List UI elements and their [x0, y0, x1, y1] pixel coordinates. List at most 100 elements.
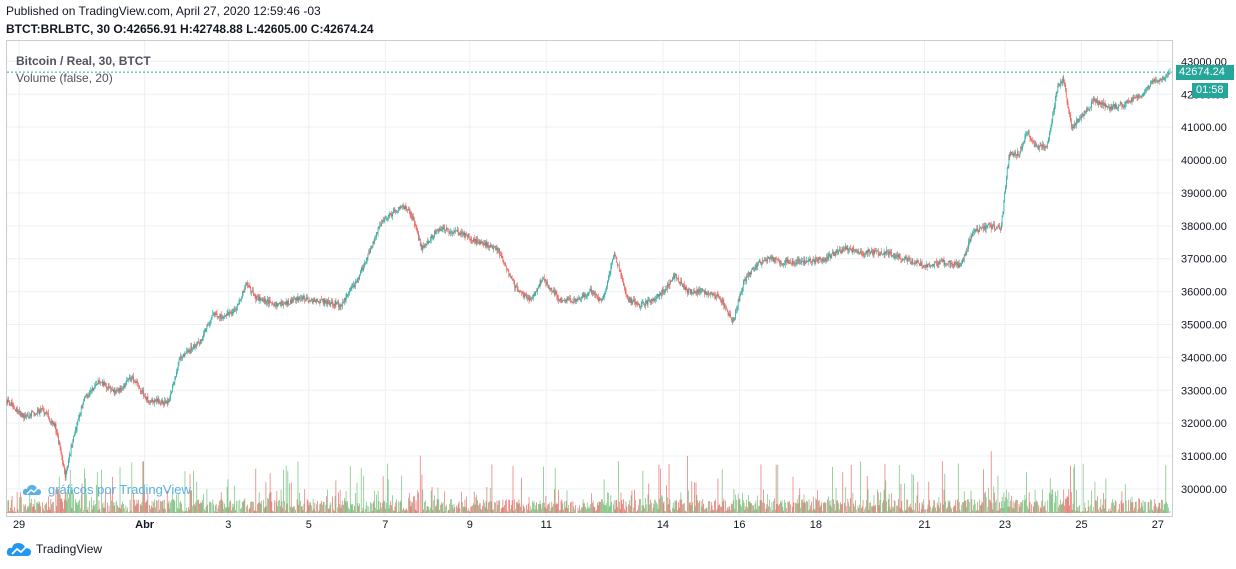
candle-body — [10, 402, 12, 406]
volume-bar — [415, 500, 417, 513]
volume-bar — [581, 507, 583, 513]
volume-bar — [147, 493, 149, 513]
volume-bar — [720, 506, 721, 513]
volume-bar — [102, 507, 104, 513]
volume-bar — [109, 511, 111, 513]
volume-bar — [1154, 499, 1156, 513]
candle-body — [1002, 211, 1004, 216]
volume-bar — [369, 511, 370, 513]
candle-body — [868, 249, 870, 252]
candle-body — [99, 380, 101, 383]
candle-body — [1098, 101, 1100, 105]
volume-bar — [558, 489, 559, 513]
candle-body — [247, 282, 248, 285]
volume-bar — [893, 507, 894, 513]
candle-body — [80, 414, 81, 416]
volume-bar — [440, 502, 442, 513]
volume-bar — [573, 506, 575, 513]
volume-bar — [509, 500, 510, 513]
candle-body — [316, 298, 317, 303]
candle-body — [754, 267, 756, 269]
legend-title[interactable]: Bitcoin / Real, 30, BTCT — [16, 54, 151, 68]
volume-bar — [898, 465, 900, 513]
candle-body — [849, 248, 850, 250]
candle-body — [131, 378, 133, 381]
volume-bar — [541, 508, 543, 513]
candle-body — [1142, 94, 1144, 97]
volume-bar — [206, 489, 208, 513]
candle-body — [527, 297, 528, 299]
y-tick-label: 33000.00 — [1181, 385, 1227, 397]
candle-body — [1116, 108, 1118, 109]
candle-body — [1107, 106, 1108, 108]
volume-bar — [409, 500, 411, 513]
volume-bar — [1006, 489, 1007, 513]
volume-bar — [779, 503, 780, 513]
candle-body — [573, 300, 575, 303]
volume-bar — [635, 511, 637, 513]
candle-body — [420, 245, 422, 247]
candle-body — [265, 301, 267, 304]
volume-bar — [1055, 496, 1057, 513]
volume-bar — [569, 511, 570, 513]
volume-bar — [704, 509, 705, 513]
volume-bar — [1049, 492, 1050, 513]
volume-bar — [1097, 496, 1098, 513]
volume-bar — [871, 506, 872, 513]
volume-bar — [988, 487, 990, 513]
candle-body — [650, 299, 651, 303]
candle-body — [1020, 146, 1022, 154]
candle-body — [562, 300, 564, 302]
volume-bar — [387, 479, 389, 513]
candle-body — [693, 291, 695, 294]
candle-body — [1090, 107, 1092, 109]
candle-body — [1166, 75, 1167, 77]
candle-body — [1003, 200, 1005, 212]
volume-bar — [122, 501, 123, 513]
candle-body — [43, 411, 45, 414]
candle-body — [1022, 142, 1024, 146]
candle-body — [964, 254, 966, 256]
candle-body — [463, 232, 465, 235]
volume-bar — [1095, 500, 1097, 513]
candle-body — [796, 262, 797, 264]
volume-bar — [607, 492, 608, 513]
volume-bar — [401, 475, 403, 513]
candle-body — [740, 293, 742, 295]
candle-body — [1133, 97, 1135, 100]
volume-bar — [403, 507, 404, 513]
volume-bar — [692, 502, 693, 513]
candle-body — [252, 290, 254, 294]
candle-body — [655, 298, 656, 301]
volume-bar — [881, 512, 882, 513]
volume-bar — [634, 489, 635, 513]
volume-bar — [1065, 498, 1066, 513]
tradingview-brand[interactable]: TradingView — [6, 541, 102, 557]
volume-bar — [758, 506, 759, 513]
candle-body — [1034, 144, 1036, 146]
candle-body — [1058, 84, 1060, 86]
candle-body — [432, 237, 434, 239]
candle-body — [9, 401, 10, 406]
candle-body — [829, 254, 831, 258]
volume-bar — [950, 506, 952, 513]
volume-bar — [756, 509, 758, 513]
candle-body — [908, 258, 909, 260]
candle-body — [175, 376, 177, 380]
volume-bar — [1012, 501, 1014, 513]
volume-bar — [786, 511, 788, 513]
candle-body — [41, 408, 42, 410]
candle-body — [850, 248, 851, 250]
volume-bar — [306, 499, 308, 513]
candle-body — [1097, 99, 1098, 105]
candle-body — [937, 264, 939, 266]
volume-bar — [566, 490, 568, 513]
candle-body — [1044, 146, 1046, 149]
legend-volume[interactable]: Volume (false, 20) — [16, 71, 113, 85]
y-tick-label: 38000.00 — [1181, 221, 1227, 233]
volume-bar — [796, 503, 797, 513]
volume-bar — [12, 510, 14, 513]
volume-bar — [22, 512, 24, 513]
candle-body — [474, 239, 476, 241]
